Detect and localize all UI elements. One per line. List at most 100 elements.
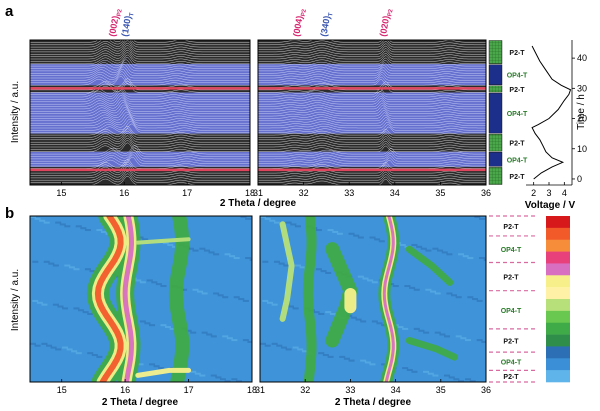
voltage-tick-label-2: 3	[546, 188, 551, 198]
heat-left-noise-123	[149, 324, 156, 327]
panel-b-phase-labels: P2-T OP4-T P2-T OP4-T P2-T OP4-T P2-T	[489, 215, 538, 383]
xrd-trace-8	[258, 162, 486, 169]
xrd-trace-19	[30, 133, 250, 143]
heat-right-noise-27	[467, 296, 474, 299]
heat-left-noise-122	[64, 225, 71, 228]
heat-right-noise-48	[469, 380, 476, 382]
xrd-trace-45	[258, 74, 486, 81]
heat-right-noise-70	[332, 230, 339, 233]
heat-right-noise-16	[423, 370, 430, 373]
heat-left-noise-93	[50, 346, 57, 349]
xrd-trace-36	[30, 92, 250, 103]
phase-block-5	[488, 133, 503, 152]
panel-a-left-plot	[30, 40, 250, 185]
heat-left-noise-54	[78, 309, 85, 312]
heat-right-noise-87	[441, 251, 448, 254]
heat-right-noise-107	[357, 236, 364, 239]
xrd-trace-10	[30, 154, 250, 164]
xrd-trace-28	[30, 111, 250, 122]
xrd-trace-34	[30, 97, 250, 107]
heat-right-noise-66	[439, 333, 446, 336]
phase-label-a-1: P2-T	[509, 50, 525, 57]
xrd-trace-2	[30, 173, 250, 183]
heat-right-noise-10	[357, 275, 364, 278]
panel-a-right-frame	[257, 39, 487, 186]
heat-right-noise-61	[460, 337, 467, 340]
b-left-x-tick-label-2: 16	[120, 385, 130, 395]
heat-right-noise-128	[360, 320, 367, 323]
heat-right-noise-62	[320, 270, 327, 273]
heat-right-noise-98	[260, 342, 266, 345]
heat-right-noise-114	[283, 264, 290, 267]
heat-left-noise-43	[34, 217, 41, 220]
heat-right-noise-127	[273, 221, 280, 224]
heat-left-feature-9	[135, 237, 191, 245]
heat-right-noise-42	[404, 285, 411, 288]
peak-label-5-sub: P2	[387, 8, 394, 17]
heat-right-noise-21	[402, 367, 409, 370]
heat-right-noise-1	[260, 216, 266, 218]
heat-left-noise-88	[71, 350, 78, 353]
heat-right-noise-90	[474, 216, 481, 218]
heat-left-noise-95	[219, 378, 226, 381]
heat-right-noise-11	[444, 374, 451, 377]
xrd-trace-28	[258, 114, 486, 122]
xrd-trace-40	[30, 83, 250, 93]
heat-right-noise-31	[360, 359, 367, 362]
heat-right-noise-126	[413, 288, 420, 291]
heat-right-noise-95	[453, 378, 460, 381]
heat-left-noise-82	[229, 255, 236, 258]
xrd-trace-33	[30, 99, 250, 110]
heat-right-noise-138	[318, 312, 325, 315]
xrd-trace-26	[30, 116, 250, 126]
heat-right-noise-71	[418, 329, 425, 332]
heat-right-noise-106	[271, 303, 278, 306]
heat-right-noise-4	[292, 346, 299, 349]
panel-a-phase-strip: P2-T OP4-T P2-T OP4-T P2-T OP4-T P2-T	[488, 40, 528, 185]
xrd-trace-29	[258, 112, 486, 119]
xrd-trace-5	[258, 169, 486, 176]
b-left-x-tick-label-1: 15	[57, 385, 67, 395]
xrd-trace-22	[30, 125, 250, 136]
xrd-trace-23	[258, 126, 486, 133]
phase-label-b-6: OP4-T	[501, 359, 522, 366]
heat-left-noise-55	[162, 242, 169, 245]
xrd-trace-53	[258, 55, 486, 62]
xrd-trace-53	[30, 52, 250, 62]
phase-label-a-3: P2-T	[509, 87, 525, 94]
heat-left-noise-1	[30, 216, 36, 218]
colorbar-segment-10	[546, 322, 570, 335]
heat-left-noise-51	[46, 344, 53, 347]
heat-left-noise-111	[242, 299, 249, 302]
time-tick-label-3: 20	[577, 114, 587, 124]
heat-right-noise-51	[276, 344, 283, 347]
heat-left-noise-68	[153, 365, 160, 368]
heat-right-noise-53	[448, 376, 455, 379]
heat-right-noise-67	[299, 266, 306, 269]
heat-left-noise-108	[210, 335, 217, 338]
heat-left-feature-1	[168, 216, 190, 382]
xrd-trace-38	[30, 87, 250, 98]
xrd-trace-24	[258, 123, 486, 131]
heat-right-noise-58	[427, 372, 434, 375]
colorbar-segment-7	[546, 287, 570, 300]
heat-right-noise-137	[458, 380, 465, 382]
colorbar-segment-12	[546, 346, 570, 359]
xrd-trace-30	[30, 107, 250, 117]
xrd-trace-31	[258, 107, 486, 114]
a-right-x-tick-label-4: 34	[390, 188, 400, 198]
colorbar	[546, 216, 570, 383]
heat-right-noise-81	[376, 322, 383, 325]
heat-right-noise-124	[467, 257, 474, 260]
xrd-trace-9	[258, 159, 486, 167]
xrd-trace-13	[258, 150, 486, 157]
heat-right-noise-96	[313, 311, 320, 314]
xrd-trace-11	[30, 152, 250, 162]
phase-band-4	[258, 92, 486, 134]
heat-right-noise-3	[432, 247, 439, 250]
xrd-trace-56	[30, 45, 250, 55]
xrd-trace-58	[258, 43, 486, 50]
xrd-trace-25	[30, 118, 250, 129]
